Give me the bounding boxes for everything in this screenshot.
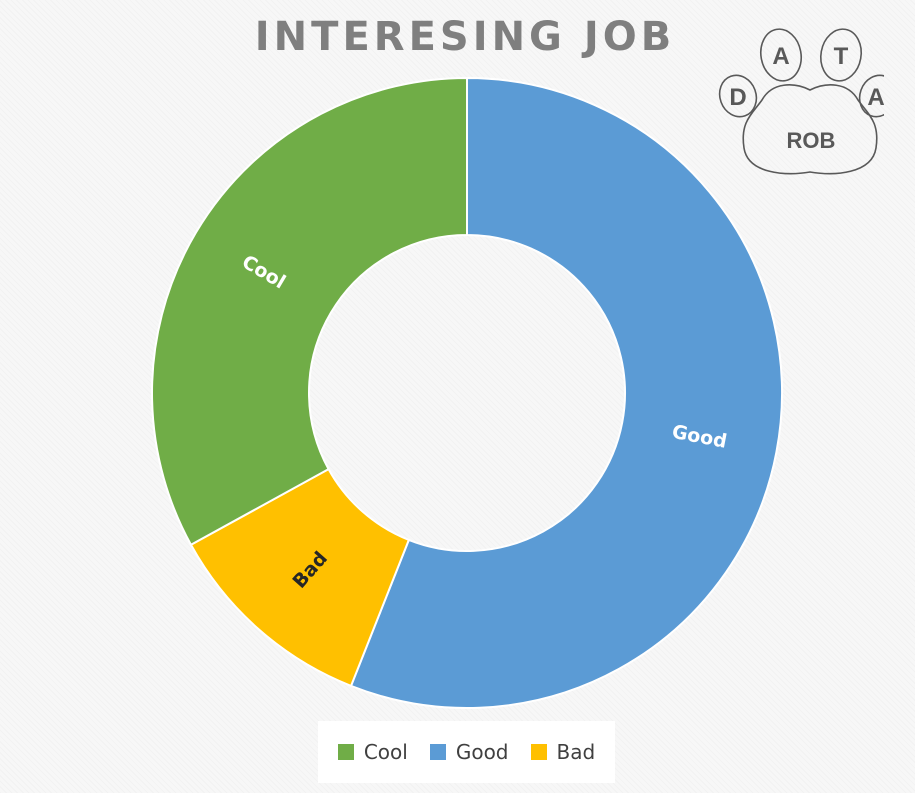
chart-legend: Cool Good Bad <box>318 721 615 783</box>
legend-label-bad: Bad <box>556 740 596 764</box>
legend-item-good: Good <box>429 740 509 764</box>
logo-name: ROB <box>787 128 836 153</box>
data-rob-paw-logo: D A T A ROB <box>718 28 884 175</box>
legend-item-bad: Bad <box>530 740 596 764</box>
legend-label-cool: Cool <box>363 740 408 764</box>
legend-item-cool: Cool <box>337 740 408 764</box>
logo-letter-t: T <box>834 43 849 70</box>
logo-letter-d: D <box>729 84 746 111</box>
legend-swatch-bad <box>530 744 547 760</box>
donut-slice-good <box>349 76 783 709</box>
legend-label-good: Good <box>455 740 509 764</box>
logo-letter-a2: A <box>867 84 884 111</box>
legend-swatch-cool <box>337 744 354 760</box>
legend-swatch-good <box>429 744 446 760</box>
chart-title: INTERESING JOB <box>254 14 676 60</box>
logo-letter-a: A <box>772 43 789 70</box>
donut-slice-cool <box>151 76 468 547</box>
